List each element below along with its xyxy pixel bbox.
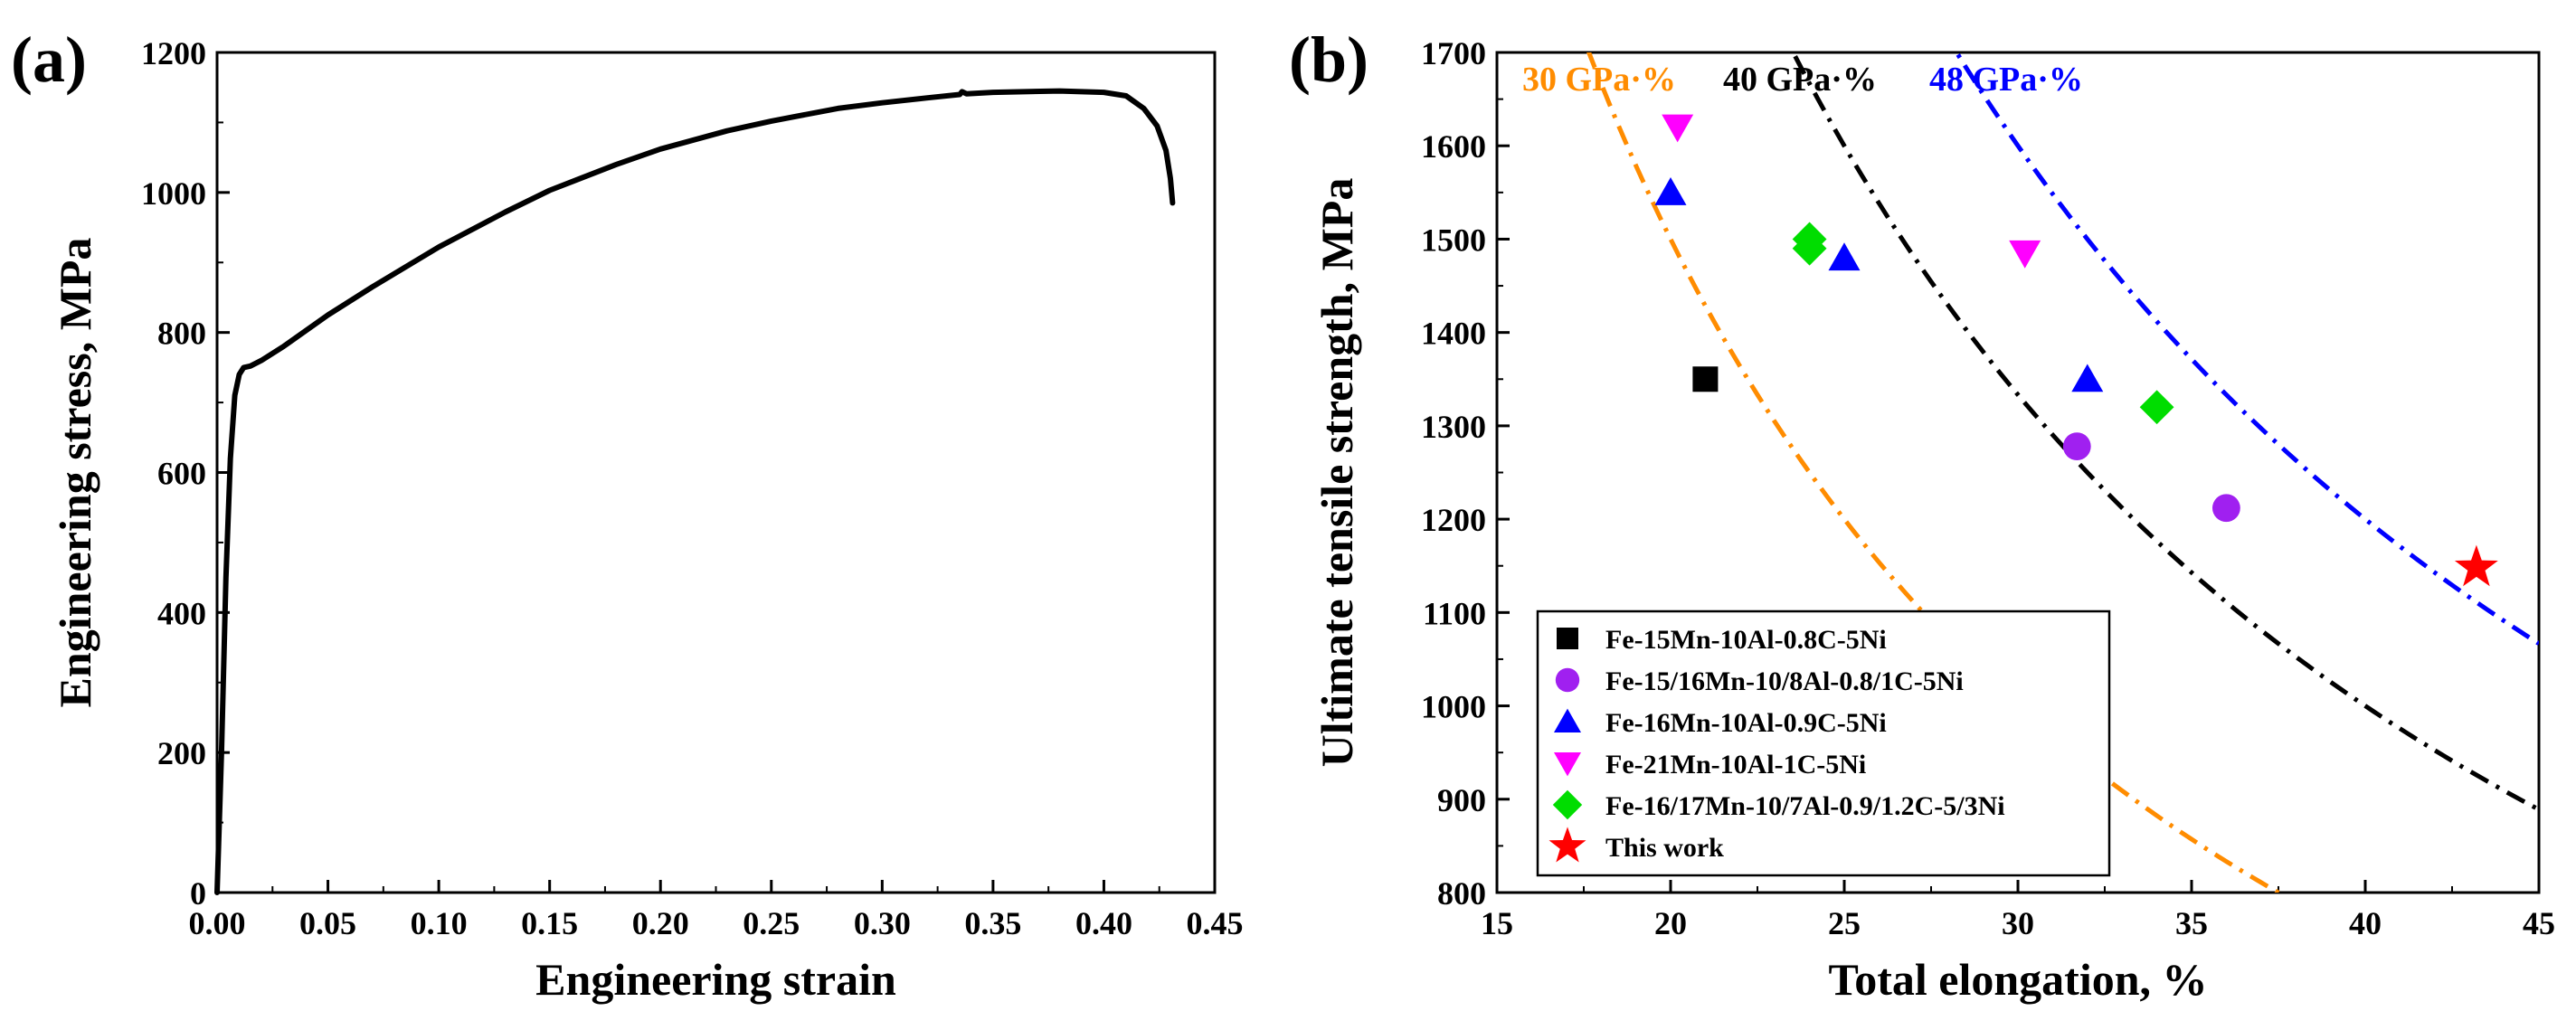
plot-frame bbox=[215, 51, 1217, 894]
y-tick-label: 0 bbox=[190, 875, 206, 912]
x-tick-label: 0.20 bbox=[632, 905, 689, 941]
y-tick-label: 800 bbox=[1437, 875, 1486, 912]
y-tick-label: 1000 bbox=[141, 175, 206, 212]
x-tick-label: 45 bbox=[2523, 905, 2555, 941]
x-tick-label: 30 bbox=[2002, 905, 2034, 941]
y-tick-label: 600 bbox=[157, 456, 206, 492]
data-point-diamond bbox=[1552, 789, 1583, 820]
data-point-triangle-down bbox=[1554, 752, 1581, 777]
x-tick-label: 40 bbox=[2349, 905, 2382, 941]
data-point-square bbox=[1692, 366, 1719, 392]
data-point-star bbox=[2454, 544, 2498, 587]
data-point-diamond bbox=[2139, 390, 2174, 425]
x-tick-label: 0.15 bbox=[521, 905, 578, 941]
y-axis-label: Engineering stress, MPa bbox=[50, 238, 100, 708]
x-tick-label: 0.00 bbox=[189, 905, 246, 941]
legend-entry: Fe-21Mn-10Al-1C-5Ni bbox=[1605, 750, 1866, 780]
data-point-triangle-up bbox=[2071, 364, 2104, 392]
x-axis-label: Total elongation, % bbox=[1828, 954, 2207, 1005]
iso-product-curve bbox=[1790, 52, 2539, 812]
panel-b: 15 20 25 30 35 40 45 800 900 1000 1100 1200 1300 1400… bbox=[1289, 24, 2555, 1005]
y-tick-label: 1000 bbox=[1421, 689, 1486, 725]
legend-entry: Fe-15Mn-10Al-0.8C-5Ni bbox=[1605, 625, 1887, 655]
iso-curve-label: 48 GPa·% bbox=[1929, 61, 2083, 99]
x-tick-label: 35 bbox=[2175, 905, 2208, 941]
data-point-triangle-up bbox=[1554, 708, 1581, 732]
x-tick-label: 0.30 bbox=[854, 905, 911, 941]
data-point-triangle-up bbox=[1654, 177, 1687, 205]
y-axis-label: Ultimate tensile strength, MPa bbox=[1312, 178, 1362, 768]
y-tick-label: 1500 bbox=[1421, 222, 1486, 258]
panel-a: 0.00 0.05 0.10 0.15 0.20 0.25 0.30 0.35 0.40 0.45… bbox=[11, 24, 1244, 1005]
y-tick-label: 1100 bbox=[1423, 595, 1486, 631]
panel-label: (a) bbox=[11, 24, 87, 96]
iso-curve-label: 40 GPa·% bbox=[1723, 61, 1877, 99]
data-point-circle bbox=[1555, 667, 1580, 693]
data-point-triangle-down bbox=[1662, 114, 1694, 143]
y-tick-label: 1200 bbox=[141, 35, 206, 71]
data-point-triangle-up bbox=[1828, 242, 1861, 271]
y-tick-label: 900 bbox=[1437, 782, 1486, 818]
x-tick-label: 0.40 bbox=[1075, 905, 1132, 941]
iso-curve-label: 30 GPa·% bbox=[1522, 61, 1676, 99]
x-tick-label: 0.45 bbox=[1187, 905, 1244, 941]
x-tick-label: 25 bbox=[1828, 905, 1861, 941]
y-tick-label: 1200 bbox=[1421, 502, 1486, 538]
stress-strain-curve bbox=[214, 88, 1176, 895]
data-point-triangle-down bbox=[2009, 240, 2041, 269]
data-point-circle bbox=[2062, 432, 2091, 460]
x-tick-label: 0.05 bbox=[299, 905, 356, 941]
data-point-star bbox=[1548, 827, 1586, 863]
x-tick-label: 20 bbox=[1654, 905, 1687, 941]
data-point-diamond bbox=[1792, 231, 1827, 266]
x-tick-label: 0.25 bbox=[743, 905, 800, 941]
y-tick-label: 1600 bbox=[1421, 128, 1486, 165]
y-tick-label: 200 bbox=[157, 735, 206, 771]
y-tick-label: 1300 bbox=[1421, 409, 1486, 445]
data-point-square bbox=[1557, 628, 1578, 649]
x-axis-label: Engineering strain bbox=[535, 954, 896, 1005]
legend-entry: Fe-15/16Mn-10/8Al-0.8/1C-5Ni bbox=[1605, 666, 1964, 696]
x-tick-label: 15 bbox=[1481, 905, 1513, 941]
iso-product-curve bbox=[1954, 52, 2539, 646]
legend-entry: This work bbox=[1605, 833, 1724, 863]
y-tick-label: 1400 bbox=[1421, 316, 1486, 352]
y-tick-label: 800 bbox=[157, 316, 206, 352]
x-tick-label: 0.10 bbox=[411, 905, 468, 941]
x-tick-label: 0.35 bbox=[964, 905, 1021, 941]
data-point-circle bbox=[2212, 494, 2240, 523]
legend-entry: Fe-16Mn-10Al-0.9C-5Ni bbox=[1605, 708, 1887, 738]
legend-entry: Fe-16/17Mn-10/7Al-0.9/1.2C-5/3Ni bbox=[1605, 791, 2005, 821]
y-tick-label: 400 bbox=[157, 595, 206, 631]
panel-label: (b) bbox=[1289, 24, 1368, 96]
legend-box bbox=[1536, 609, 2111, 877]
y-tick-label: 1700 bbox=[1421, 35, 1486, 71]
